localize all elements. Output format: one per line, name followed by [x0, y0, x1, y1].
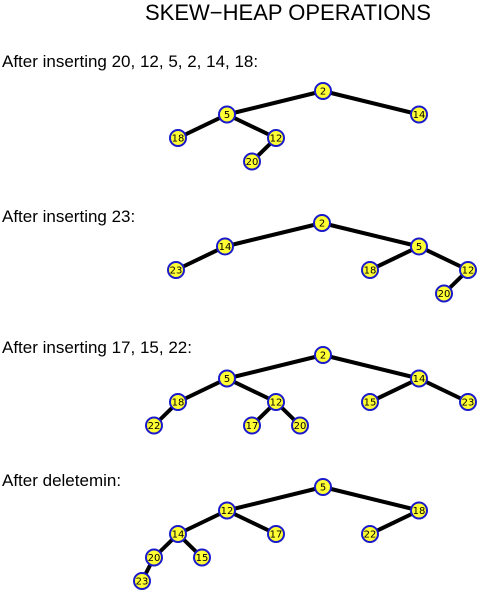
heap-node-14: [216, 237, 234, 256]
tree-edge: [174, 244, 227, 272]
heap-node-key: 18: [172, 398, 185, 409]
heap-node-key: 17: [270, 530, 283, 541]
heap-node-key: 2: [320, 87, 326, 98]
heap-node-2: [313, 214, 331, 232]
heap-node-18: [361, 261, 379, 279]
heap-node-20: [145, 548, 163, 567]
heap-node-17: [267, 525, 285, 543]
heap-node-2: [314, 346, 332, 364]
tree-edge: [225, 353, 325, 381]
heap-node-key: 15: [196, 553, 209, 564]
heap-tree: 22 18 17 20 12 5 15 23 14 2: [145, 346, 477, 435]
heap-node-5: [410, 237, 428, 256]
heap-node-18: [410, 501, 428, 520]
heap-node-key: 18: [413, 506, 426, 517]
panel-caption: After inserting 20, 12, 5, 2, 14, 18:: [2, 52, 258, 71]
heap-node-key: 22: [148, 421, 161, 432]
tree-edge: [321, 353, 421, 381]
heap-node-key: 5: [416, 242, 422, 253]
tree-edge: [417, 376, 470, 404]
heap-node-23: [459, 393, 477, 411]
heap-node-22: [361, 525, 379, 543]
heap-node-key: 23: [462, 398, 475, 409]
panel-2: After inserting 23: 23 14 18 20 12 5 2: [2, 207, 477, 303]
heap-node-2: [314, 82, 332, 100]
heap-node-23: [167, 261, 185, 279]
tree-edge: [225, 112, 278, 140]
tree-edge: [368, 508, 421, 536]
heap-node-15: [361, 393, 379, 411]
heap-node-key: 20: [294, 421, 307, 432]
heap-node-17: [243, 416, 261, 435]
heap-node-5: [218, 369, 236, 388]
heap-tree: 18 20 12 5 14 2: [169, 82, 428, 171]
tree-edge: [176, 508, 229, 536]
tree-edge: [225, 508, 278, 536]
panel-caption: After inserting 17, 15, 22:: [2, 338, 192, 357]
diagram-title: SKEW−HEAP OPERATIONS: [145, 0, 431, 25]
tree-edge: [223, 221, 324, 249]
heap-node-14: [169, 525, 187, 543]
heap-tree: 23 14 18 20 12 5 2: [167, 214, 477, 303]
heap-node-key: 12: [221, 506, 234, 517]
heap-node-key: 23: [170, 266, 183, 277]
heap-tree: 23 20 15 14 17 12 22 18 5: [133, 478, 428, 590]
tree-edge: [417, 244, 470, 272]
heap-node-14: [410, 369, 428, 388]
heap-node-key: 2: [320, 351, 326, 362]
heap-node-key: 12: [462, 266, 475, 277]
heap-node-18: [169, 393, 187, 411]
heap-node-key: 20: [438, 289, 451, 300]
tree-edge: [225, 89, 325, 117]
tree-edge: [225, 485, 325, 513]
heap-node-20: [243, 152, 261, 171]
tree-edge: [321, 89, 421, 117]
tree-edge: [225, 376, 278, 404]
heap-node-key: 12: [270, 398, 283, 409]
heap-node-key: 18: [172, 134, 185, 145]
heap-node-12: [267, 393, 285, 411]
heap-node-20: [435, 284, 453, 303]
heap-node-key: 14: [172, 530, 185, 541]
heap-node-key: 15: [364, 398, 377, 409]
heap-node-key: 12: [270, 134, 283, 145]
tree-edge: [368, 244, 421, 272]
heap-node-12: [218, 501, 236, 520]
heap-node-key: 14: [219, 242, 232, 253]
heap-node-5: [314, 478, 332, 496]
heap-node-key: 5: [224, 374, 230, 385]
panel-caption: After inserting 23:: [2, 207, 135, 226]
heap-node-23: [133, 572, 151, 590]
panel-1: After inserting 20, 12, 5, 2, 14, 18: 18…: [2, 52, 428, 171]
heap-node-22: [145, 416, 163, 435]
heap-node-key: 18: [364, 266, 377, 277]
tree-edge: [176, 376, 229, 404]
heap-node-key: 20: [246, 157, 259, 168]
heap-node-12: [459, 261, 477, 279]
heap-node-key: 5: [320, 483, 326, 494]
heap-node-key: 2: [319, 219, 325, 230]
heap-node-key: 20: [148, 553, 161, 564]
heap-node-15: [193, 548, 211, 567]
tree-edge: [320, 221, 421, 249]
tree-edge: [368, 376, 421, 404]
heap-node-key: 23: [136, 577, 149, 588]
heap-node-5: [218, 105, 236, 124]
panel-caption: After deletemin:: [2, 471, 121, 490]
heap-node-14: [410, 105, 428, 124]
panel-4: After deletemin: 23 20 15 14 17 12 22 18 5: [2, 471, 428, 590]
heap-node-18: [169, 129, 187, 147]
heap-node-key: 5: [224, 110, 230, 121]
tree-edge: [176, 112, 229, 140]
heap-node-key: 17: [246, 421, 259, 432]
heap-node-key: 14: [413, 110, 426, 121]
heap-node-key: 22: [364, 530, 377, 541]
tree-edge: [321, 485, 421, 513]
heap-node-12: [267, 129, 285, 147]
panel-3: After inserting 17, 15, 22: 22 18 17 20 12 5 1…: [2, 338, 477, 435]
heap-node-key: 14: [413, 374, 426, 385]
heap-node-20: [291, 416, 309, 435]
